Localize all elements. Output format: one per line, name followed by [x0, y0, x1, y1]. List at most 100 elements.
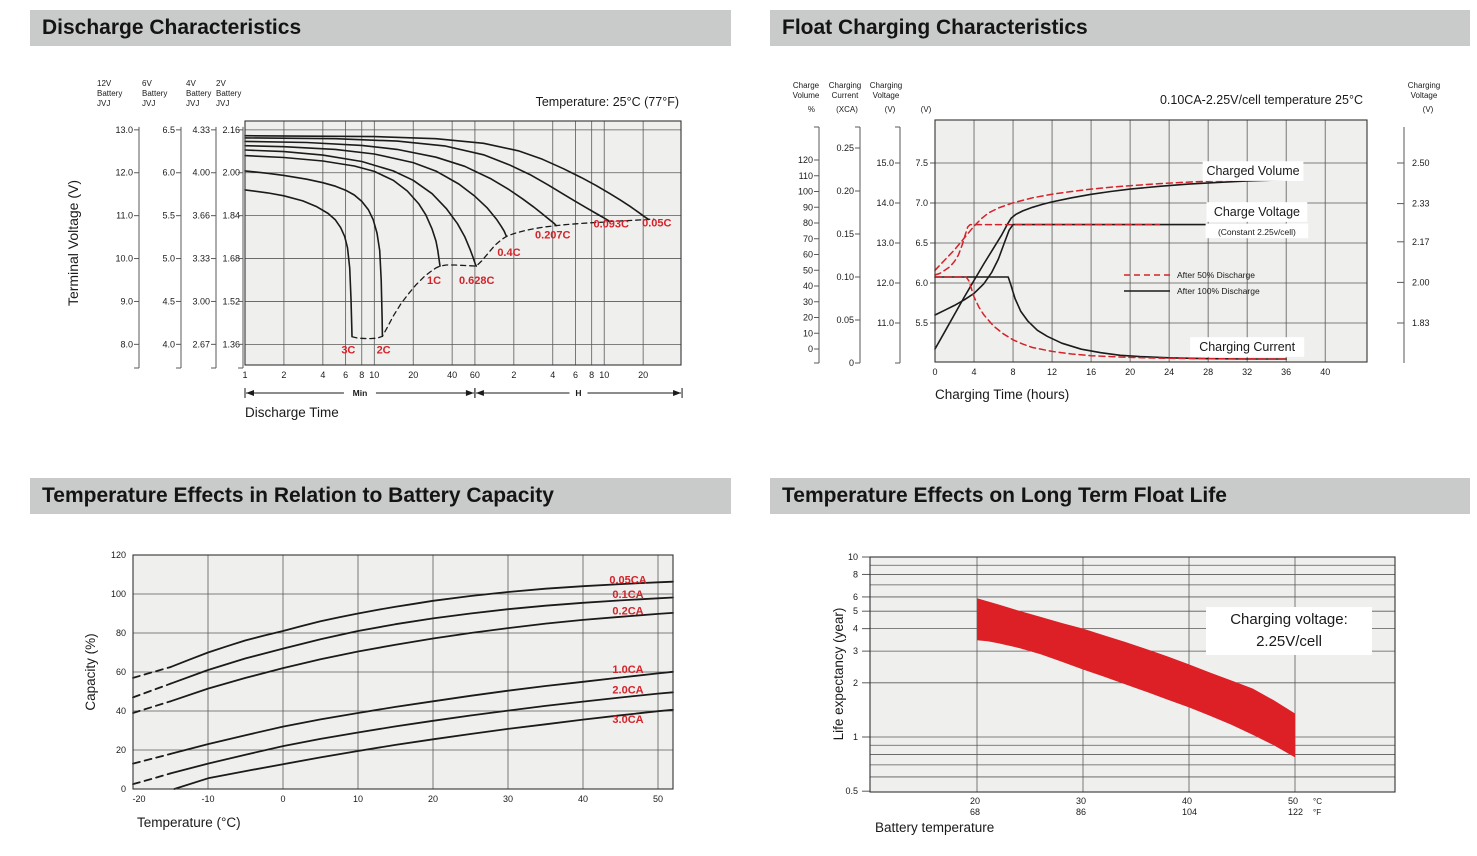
- y-scale-value: 9.0: [120, 296, 133, 306]
- axis-header: Voltage: [873, 91, 900, 100]
- x-tick-label: 0: [280, 794, 285, 804]
- axis-value: 100: [798, 187, 813, 197]
- y-tick-label: 20: [116, 745, 126, 755]
- axis-unit: (V): [885, 105, 896, 114]
- y-tick-label: 8: [853, 569, 858, 579]
- y-scale-value: 3.66: [192, 211, 210, 221]
- curve-label-box: [1202, 161, 1304, 181]
- plot-border: [869, 556, 1396, 793]
- y-scale-header: Battery: [186, 89, 211, 98]
- y-scale-value: 1.36: [222, 339, 240, 349]
- axis-unit: %: [808, 105, 815, 114]
- capacity-curve-dashed-0.05CA: [132, 666, 172, 679]
- curve-label-box: [1190, 337, 1305, 357]
- axis-value: 0.20: [836, 186, 854, 196]
- x-tick-label: 20: [428, 794, 438, 804]
- axis-value: 2.17: [1412, 237, 1430, 247]
- y-scale-value: 4.0: [162, 339, 175, 349]
- curve-label-3.0CA: 3.0CA: [612, 714, 643, 726]
- y-scale-value: 2.67: [192, 339, 210, 349]
- curve-label: (Constant 2.25v/cell): [1218, 227, 1296, 237]
- curve-label-box: [1206, 202, 1308, 222]
- float-curve-charged-volume-after-50-discharge: [934, 178, 1287, 272]
- annotation-line-1: Charging voltage:: [1230, 611, 1348, 628]
- x-tick-label: 60: [470, 370, 480, 380]
- discharge-curve-3C: [244, 189, 353, 338]
- y-axis-title: Life expectancy (year): [831, 608, 846, 741]
- x-tick-label: 40: [578, 794, 588, 804]
- capacity-curve-dashed-1.0CA: [132, 753, 172, 765]
- axis-value: 0: [808, 344, 813, 354]
- span-arrow-left: [475, 390, 484, 396]
- axis-unit: (V): [1423, 105, 1434, 114]
- y-tick-label: 1: [853, 732, 858, 742]
- axis-value: 11.0: [877, 318, 894, 328]
- y-scale-header: 4V: [186, 79, 196, 88]
- capacity-curve-3.0CA: [173, 708, 674, 790]
- y-tick-label: 6: [853, 592, 858, 602]
- axis-value: 1.83: [1412, 318, 1430, 328]
- y-tick-label: 0: [121, 784, 126, 794]
- capacity-curve-0.1CA: [169, 596, 674, 685]
- axis-header: Current: [832, 91, 859, 100]
- x-tick-label: 8: [1011, 367, 1016, 377]
- curve-label: Charging Current: [1199, 340, 1295, 354]
- axis-header: Charging: [870, 81, 902, 90]
- y-scale-value: 3.33: [192, 254, 210, 264]
- x-axis-title: Battery temperature: [875, 820, 994, 835]
- curve-label-1.0CA: 1.0CA: [612, 664, 643, 676]
- discharge-curve-1C: [244, 154, 441, 267]
- section-title-discharge-text: Discharge Characteristics: [42, 16, 302, 39]
- span-arrow-right: [673, 390, 682, 396]
- y-axis-title: Terminal Voltage (V): [65, 180, 81, 306]
- y-scale-header: JVJ: [142, 99, 155, 108]
- y-tick-label: 4: [853, 624, 858, 634]
- x-tick-label: 20: [1125, 367, 1135, 377]
- y-scale-value: 5.5: [162, 211, 175, 221]
- y-tick-label: 100: [111, 589, 126, 599]
- capacity-curve-dashed-0.2CA: [132, 700, 172, 714]
- capacity-curve-0.05CA: [169, 580, 674, 668]
- y-scale-header: Battery: [97, 89, 122, 98]
- x-tick-label: 8: [589, 370, 594, 380]
- axis-unit: (XCA): [836, 105, 858, 114]
- axis-value: 0.05: [836, 315, 854, 325]
- axis-header: Charging: [829, 81, 861, 90]
- discharge-curve-0.4C: [244, 144, 508, 238]
- float-curve-charged-volume-after-100-discharge: [934, 178, 1287, 350]
- y-scale-value: 2.16: [222, 125, 240, 135]
- curve-label-2.0CA: 2.0CA: [612, 685, 643, 697]
- axis-header: Voltage: [1411, 91, 1438, 100]
- x-tick-label: 10: [599, 370, 609, 380]
- curve-label: Charge Voltage: [1214, 205, 1300, 219]
- axis-header: Charge: [793, 81, 820, 90]
- axis-unit: (V): [921, 105, 932, 114]
- y-tick-label: 60: [116, 667, 126, 677]
- float-plot-bg: [935, 120, 1367, 362]
- float-life-band: [977, 598, 1295, 758]
- float-curve-charge-voltage-after-100-discharge: [934, 223, 1287, 316]
- y-scale-value: 11.0: [116, 211, 133, 221]
- curve-label-0.05CA: 0.05CA: [609, 574, 646, 586]
- x-tick-celsius: 40: [1182, 796, 1192, 806]
- capacity-curve-dashed-2.0CA: [132, 772, 172, 785]
- axis-value: 120: [798, 155, 813, 165]
- section-title-float-life: Temperature Effects on Long Term Float L…: [770, 478, 1470, 514]
- x-tick-celsius: 30: [1076, 796, 1086, 806]
- annotation-box: [1206, 607, 1372, 655]
- axis-value: 50: [803, 265, 813, 275]
- x-axis-title: Charging Time (hours): [935, 387, 1069, 402]
- x-tick-label: 12: [1047, 367, 1057, 377]
- y-scale-value: 12.0: [115, 168, 133, 178]
- curve-label-box: [1205, 223, 1309, 239]
- y-tick-label: 10: [848, 552, 858, 562]
- discharge-curve-0.207C: [244, 140, 558, 227]
- span-label-H: H: [575, 388, 581, 398]
- x-tick-fahrenheit: 86: [1076, 807, 1086, 817]
- x-tick-fahrenheit: 122: [1288, 807, 1303, 817]
- y-tick-label: 3: [853, 646, 858, 656]
- x-tick-celsius: 50: [1288, 796, 1298, 806]
- x-tick-label: -10: [201, 794, 214, 804]
- plot-border: [244, 120, 682, 366]
